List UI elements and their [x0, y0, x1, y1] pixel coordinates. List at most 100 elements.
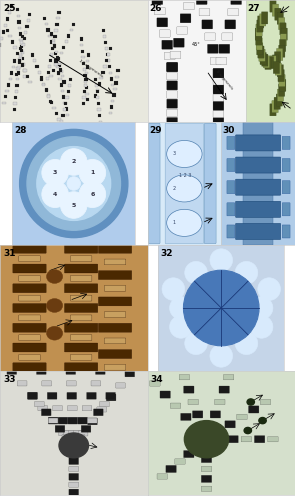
Bar — [46, 28, 50, 32]
Bar — [109, 112, 112, 114]
Bar — [0, 43, 1, 47]
Text: 27: 27 — [247, 4, 260, 13]
Bar — [65, 40, 68, 43]
Bar — [40, 78, 43, 81]
FancyBboxPatch shape — [70, 334, 92, 340]
FancyBboxPatch shape — [94, 409, 103, 416]
Circle shape — [37, 146, 111, 220]
FancyBboxPatch shape — [278, 18, 285, 29]
FancyBboxPatch shape — [210, 411, 221, 418]
Bar — [2, 30, 5, 34]
Bar — [52, 106, 55, 109]
Bar — [84, 84, 87, 86]
FancyBboxPatch shape — [282, 225, 290, 238]
Bar — [63, 102, 67, 104]
Circle shape — [67, 176, 81, 190]
Bar — [67, 34, 70, 37]
Bar — [46, 78, 49, 80]
FancyBboxPatch shape — [62, 434, 72, 440]
FancyBboxPatch shape — [265, 58, 271, 70]
Bar — [50, 100, 53, 104]
FancyBboxPatch shape — [28, 392, 37, 399]
Bar — [101, 29, 105, 32]
Ellipse shape — [167, 210, 202, 236]
Bar — [50, 40, 53, 43]
FancyBboxPatch shape — [19, 334, 40, 340]
FancyBboxPatch shape — [276, 48, 283, 60]
Bar — [56, 58, 59, 61]
Bar — [81, 56, 85, 58]
FancyBboxPatch shape — [69, 466, 78, 471]
Bar — [9, 78, 12, 80]
Bar — [16, 52, 19, 55]
Bar — [82, 96, 86, 98]
Bar — [56, 66, 59, 68]
Bar — [18, 58, 22, 60]
FancyBboxPatch shape — [154, 8, 165, 15]
Bar — [99, 77, 103, 80]
Text: 6: 6 — [90, 192, 95, 197]
Bar — [17, 14, 20, 17]
FancyBboxPatch shape — [237, 414, 247, 420]
FancyBboxPatch shape — [75, 434, 85, 440]
Bar — [19, 32, 22, 35]
FancyBboxPatch shape — [277, 12, 283, 24]
Circle shape — [47, 326, 63, 340]
FancyBboxPatch shape — [58, 430, 68, 436]
FancyBboxPatch shape — [270, 104, 276, 116]
FancyBboxPatch shape — [241, 436, 252, 442]
Bar — [48, 35, 52, 37]
Bar — [84, 78, 88, 81]
FancyBboxPatch shape — [197, 424, 207, 430]
FancyBboxPatch shape — [225, 20, 236, 29]
Bar — [27, 20, 30, 22]
Bar — [22, 69, 26, 72]
FancyBboxPatch shape — [73, 430, 83, 436]
FancyBboxPatch shape — [260, 52, 266, 64]
FancyBboxPatch shape — [228, 436, 238, 443]
FancyBboxPatch shape — [41, 409, 51, 416]
Bar — [61, 74, 64, 77]
Text: 5 segments: 5 segments — [214, 69, 233, 90]
FancyBboxPatch shape — [278, 70, 284, 82]
FancyBboxPatch shape — [192, 411, 203, 418]
FancyBboxPatch shape — [227, 225, 235, 238]
Circle shape — [258, 278, 281, 300]
Bar — [16, 68, 19, 70]
FancyBboxPatch shape — [256, 24, 262, 36]
FancyBboxPatch shape — [157, 18, 168, 27]
Bar — [62, 80, 65, 84]
Bar — [58, 78, 62, 80]
Circle shape — [60, 148, 87, 176]
FancyBboxPatch shape — [66, 368, 76, 374]
Bar — [33, 60, 36, 62]
Bar — [98, 82, 101, 86]
Bar — [50, 54, 53, 56]
FancyBboxPatch shape — [81, 426, 91, 432]
FancyBboxPatch shape — [201, 436, 212, 443]
FancyBboxPatch shape — [281, 28, 287, 40]
Bar — [86, 60, 89, 62]
Text: 4: 4 — [53, 192, 57, 197]
FancyBboxPatch shape — [268, 436, 278, 442]
FancyBboxPatch shape — [206, 424, 216, 430]
Bar — [98, 114, 101, 117]
FancyBboxPatch shape — [177, 27, 188, 34]
Bar — [16, 78, 19, 80]
FancyBboxPatch shape — [162, 40, 173, 50]
FancyBboxPatch shape — [87, 392, 96, 399]
Bar — [45, 89, 48, 92]
Bar — [51, 47, 55, 50]
Bar — [12, 66, 15, 68]
Bar — [61, 114, 65, 117]
Circle shape — [210, 344, 232, 367]
Text: 30: 30 — [223, 126, 235, 134]
FancyBboxPatch shape — [63, 430, 73, 436]
Bar — [38, 71, 41, 74]
FancyBboxPatch shape — [167, 99, 178, 108]
Text: 29: 29 — [149, 126, 162, 134]
Bar — [4, 24, 7, 27]
Bar — [104, 41, 107, 44]
FancyBboxPatch shape — [99, 270, 132, 280]
Circle shape — [185, 332, 207, 354]
